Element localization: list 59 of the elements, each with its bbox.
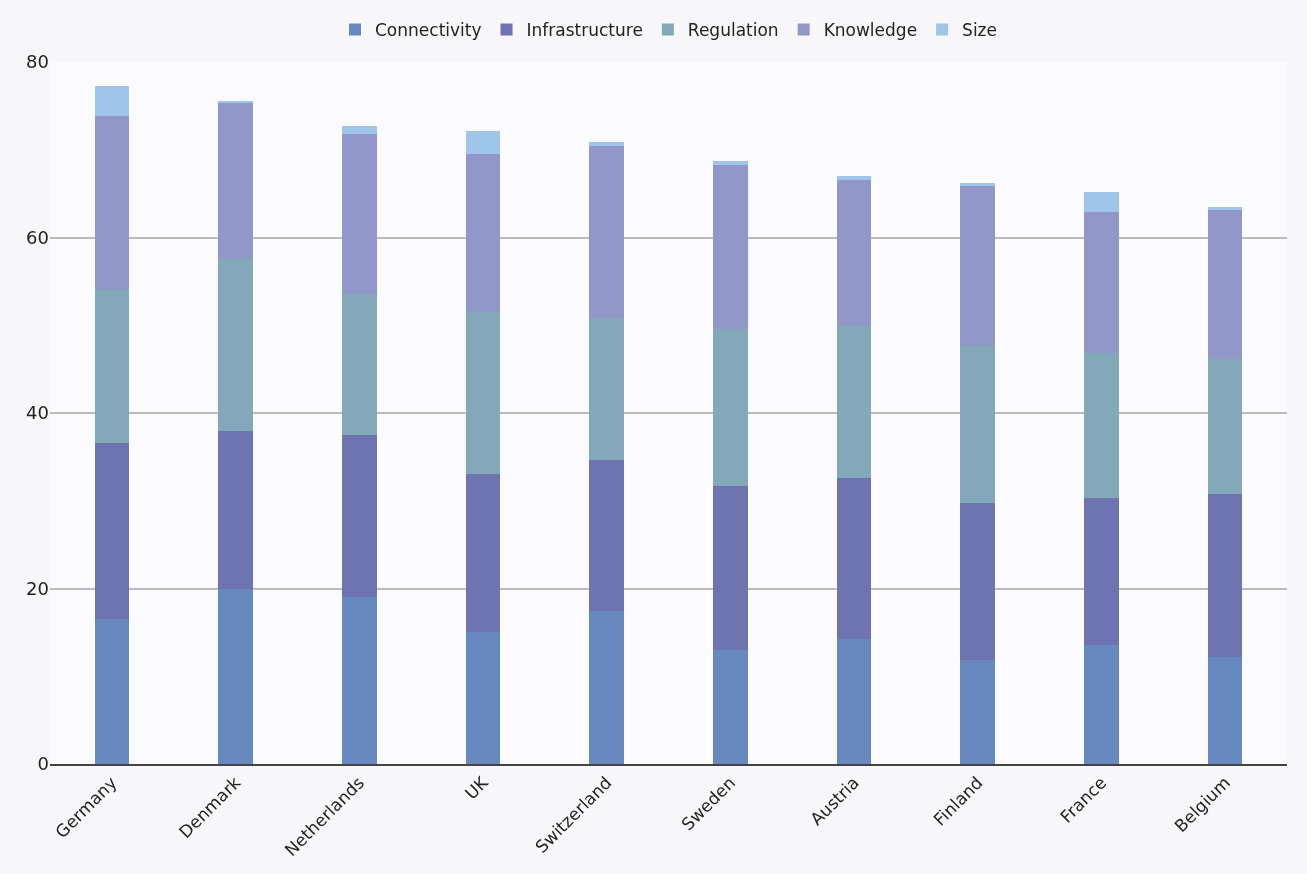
- bar: [960, 346, 996, 503]
- bar: [1084, 191, 1119, 213]
- y-tick-label: 80: [26, 51, 49, 73]
- bar: [1084, 498, 1119, 645]
- y-tick-label: 20: [26, 577, 49, 599]
- bar: [836, 639, 872, 764]
- bar: [341, 133, 377, 294]
- bar: [218, 102, 253, 260]
- bar: [960, 502, 996, 660]
- bar: [836, 176, 872, 180]
- bar: [836, 326, 872, 478]
- bar: [713, 164, 748, 329]
- bar: [465, 131, 501, 155]
- bar: [94, 290, 130, 443]
- bar: [836, 179, 872, 327]
- bar: [218, 259, 253, 431]
- bar: [465, 474, 501, 633]
- bar: [465, 312, 501, 475]
- bar: [94, 442, 130, 620]
- bar: [713, 649, 748, 764]
- bar: [589, 318, 624, 461]
- bar: [589, 460, 624, 612]
- bar: [836, 477, 872, 640]
- bar: [341, 434, 377, 598]
- bar: [94, 619, 130, 764]
- bar: [713, 328, 748, 486]
- bar: [218, 430, 253, 589]
- x-tick-label: UK: [460, 772, 493, 804]
- bar: [1207, 210, 1243, 359]
- y-tick-label: 40: [26, 402, 49, 424]
- bar: [713, 485, 748, 650]
- bar: [589, 611, 624, 764]
- bar: [960, 185, 996, 347]
- y-tick-label: 0: [37, 753, 49, 775]
- bar: [1207, 358, 1243, 494]
- bar: [341, 293, 377, 435]
- bar: [589, 141, 624, 147]
- bar: [341, 597, 377, 764]
- legend-label: Regulation: [687, 20, 779, 41]
- bar: [960, 183, 996, 186]
- bar: [94, 85, 130, 116]
- bar: [341, 126, 377, 134]
- bar: [1207, 493, 1243, 657]
- y-tick-label: 60: [26, 226, 49, 248]
- bar: [1084, 212, 1119, 354]
- bar: [218, 588, 253, 764]
- bar: [94, 115, 130, 291]
- legend-label: Connectivity: [375, 20, 482, 41]
- bar: [465, 154, 501, 313]
- bar: [589, 146, 624, 319]
- bar: [1207, 656, 1243, 764]
- bar: [960, 659, 996, 764]
- bar: [1084, 353, 1119, 499]
- bar: [713, 161, 748, 165]
- legend-label: Knowledge: [823, 20, 918, 41]
- legend-label: Infrastructure: [526, 20, 643, 41]
- bar: [1084, 644, 1119, 764]
- legend-label: Size: [962, 20, 997, 41]
- bar: [465, 632, 501, 764]
